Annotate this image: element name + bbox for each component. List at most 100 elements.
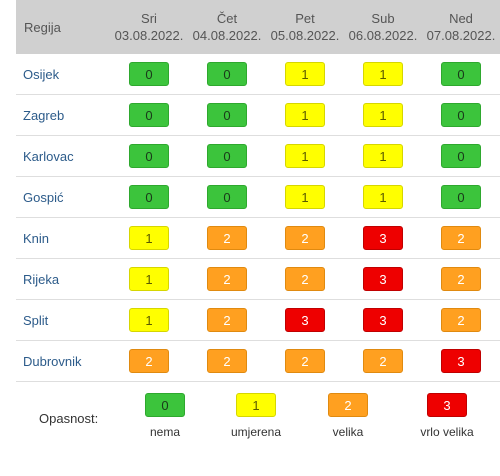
legend-badge: 0 [145, 393, 185, 417]
region-name[interactable]: Dubrovnik [16, 340, 110, 382]
danger-level-badge: 3 [285, 308, 325, 332]
legend-badge: 3 [427, 393, 467, 417]
danger-cell: 3 [422, 340, 500, 382]
danger-level-badge: 0 [207, 144, 247, 168]
danger-cell: 1 [344, 176, 422, 218]
legend-badge: 2 [328, 393, 368, 417]
danger-table: Regija Sri 03.08.2022. Čet 04.08.2022. Pet… [16, 0, 500, 382]
danger-cell: 2 [266, 340, 344, 382]
danger-cell: 0 [188, 135, 266, 177]
danger-legend: Opasnost: 0 nema 1 umjerena 2 velika 3 vrlo vel… [16, 382, 500, 448]
danger-level-badge: 1 [285, 62, 325, 86]
column-header-day: Pet 05.08.2022. [266, 0, 344, 54]
danger-cell: 0 [110, 54, 188, 95]
day-date: 06.08.2022. [348, 28, 418, 43]
danger-cell: 2 [266, 258, 344, 300]
danger-cell: 0 [110, 176, 188, 218]
danger-level-badge: 0 [441, 62, 481, 86]
danger-level-badge: 3 [441, 349, 481, 373]
danger-cell: 0 [422, 94, 500, 136]
table-row: Knin 1 2 2 3 2 [16, 217, 500, 259]
forecast-panel: Regija Sri 03.08.2022. Čet 04.08.2022. Pet… [16, 0, 500, 448]
danger-level-badge: 3 [363, 226, 403, 250]
table-body: Osijek 0 0 1 1 0 Zagreb 0 0 1 1 0 Karlovac 0 0 1 1 0 Gospi… [16, 54, 500, 382]
danger-cell: 0 [422, 135, 500, 177]
danger-level-badge: 3 [363, 308, 403, 332]
danger-level-badge: 1 [363, 185, 403, 209]
region-name[interactable]: Gospić [16, 176, 110, 218]
day-name: Čet [216, 11, 238, 26]
column-header-day: Čet 04.08.2022. [188, 0, 266, 54]
day-name: Pet [295, 11, 315, 26]
danger-level-badge: 0 [441, 103, 481, 127]
danger-level-badge: 0 [129, 103, 169, 127]
danger-cell: 2 [422, 258, 500, 300]
danger-level-badge: 0 [207, 103, 247, 127]
column-header-day: Sri 03.08.2022. [110, 0, 188, 54]
danger-level-badge: 2 [207, 267, 247, 291]
table-row: Split 1 2 3 3 2 [16, 299, 500, 341]
day-name: Sub [371, 11, 395, 26]
day-date: 04.08.2022. [192, 28, 262, 43]
danger-level-badge: 2 [363, 349, 403, 373]
column-header-region: Regija [16, 0, 110, 54]
danger-cell: 2 [422, 217, 500, 259]
danger-cell: 1 [266, 135, 344, 177]
danger-level-badge: 2 [285, 226, 325, 250]
danger-cell: 0 [188, 94, 266, 136]
danger-level-badge: 0 [129, 144, 169, 168]
danger-cell: 0 [422, 176, 500, 218]
table-row: Rijeka 1 2 2 3 2 [16, 258, 500, 300]
region-name[interactable]: Zagreb [16, 94, 110, 136]
legend-text: vrlo velika [420, 425, 474, 439]
danger-cell: 0 [188, 176, 266, 218]
danger-cell: 1 [110, 258, 188, 300]
danger-level-badge: 1 [129, 308, 169, 332]
danger-level-badge: 0 [129, 185, 169, 209]
danger-cell: 1 [110, 217, 188, 259]
day-name: Sri [141, 11, 157, 26]
danger-cell: 1 [110, 299, 188, 341]
region-name[interactable]: Rijeka [16, 258, 110, 300]
day-date: 03.08.2022. [114, 28, 184, 43]
danger-cell: 2 [188, 340, 266, 382]
danger-level-badge: 0 [441, 185, 481, 209]
danger-level-badge: 1 [285, 185, 325, 209]
danger-level-badge: 2 [441, 226, 481, 250]
danger-level-badge: 0 [129, 62, 169, 86]
danger-level-badge: 2 [285, 349, 325, 373]
danger-level-badge: 1 [285, 103, 325, 127]
danger-level-badge: 0 [207, 185, 247, 209]
danger-cell: 2 [188, 299, 266, 341]
table-row: Osijek 0 0 1 1 0 [16, 54, 500, 95]
danger-level-badge: 0 [441, 144, 481, 168]
region-name[interactable]: Split [16, 299, 110, 341]
danger-cell: 3 [344, 258, 422, 300]
danger-cell: 2 [344, 340, 422, 382]
legend-badge: 1 [236, 393, 276, 417]
region-name[interactable]: Karlovac [16, 135, 110, 177]
day-date: 05.08.2022. [270, 28, 340, 43]
danger-cell: 2 [110, 340, 188, 382]
danger-cell: 3 [266, 299, 344, 341]
danger-cell: 1 [344, 94, 422, 136]
legend-item: 0 nema [120, 393, 210, 439]
danger-level-badge: 2 [207, 226, 247, 250]
table-row: Gospić 0 0 1 1 0 [16, 176, 500, 218]
table-row: Dubrovnik 2 2 2 2 3 [16, 340, 500, 382]
danger-cell: 2 [188, 217, 266, 259]
region-name[interactable]: Osijek [16, 54, 110, 95]
danger-level-badge: 3 [363, 267, 403, 291]
region-name[interactable]: Knin [16, 217, 110, 259]
danger-cell: 2 [188, 258, 266, 300]
danger-level-badge: 2 [207, 349, 247, 373]
danger-cell: 0 [110, 135, 188, 177]
danger-level-badge: 1 [129, 267, 169, 291]
danger-level-badge: 2 [285, 267, 325, 291]
legend-label: Opasnost: [39, 411, 99, 426]
danger-cell: 1 [266, 54, 344, 95]
danger-level-badge: 2 [129, 349, 169, 373]
danger-cell: 2 [422, 299, 500, 341]
legend-text: velika [332, 425, 364, 439]
danger-level-badge: 0 [207, 62, 247, 86]
